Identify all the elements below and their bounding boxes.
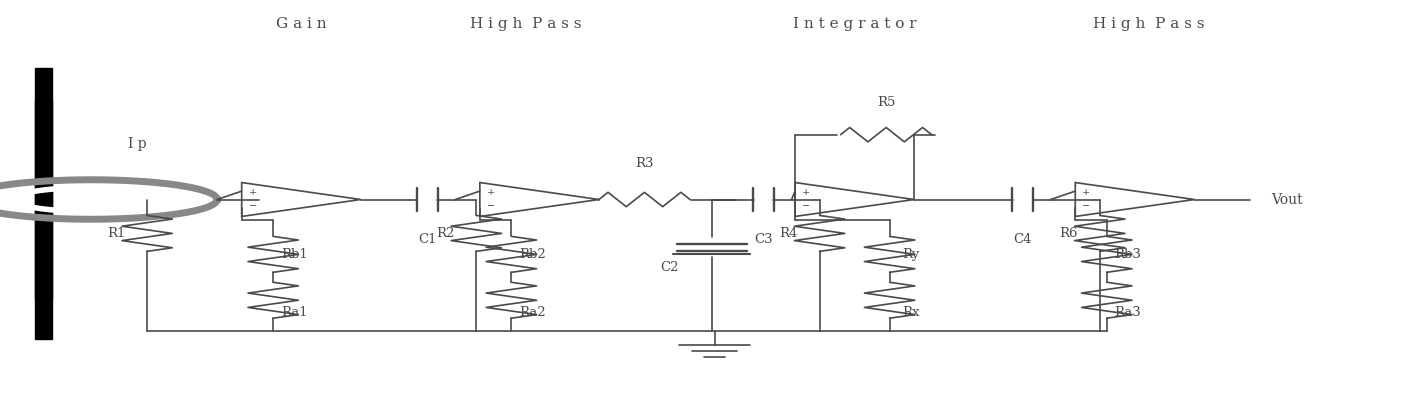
Text: R6: R6	[1059, 227, 1079, 240]
Text: R5: R5	[877, 96, 895, 109]
Text: C4: C4	[1013, 233, 1033, 246]
Text: +: +	[488, 188, 495, 197]
Text: C3: C3	[754, 233, 773, 246]
Text: Rb3: Rb3	[1114, 248, 1142, 261]
Text: −: −	[249, 202, 256, 211]
Text: I p: I p	[127, 136, 147, 151]
Bar	[35, 68, 52, 339]
Text: Rx: Rx	[902, 306, 919, 319]
Text: R2: R2	[436, 227, 455, 240]
Text: −: −	[1083, 202, 1090, 211]
Text: Rb1: Rb1	[280, 248, 308, 261]
Text: +: +	[249, 188, 256, 197]
Text: R4: R4	[779, 227, 799, 240]
Text: Ry: Ry	[902, 248, 919, 261]
Text: +: +	[803, 188, 810, 197]
Text: Ra1: Ra1	[280, 306, 308, 319]
Text: H i g h  P a s s: H i g h P a s s	[1093, 17, 1205, 31]
Text: C2: C2	[660, 261, 679, 274]
Text: +: +	[1083, 188, 1090, 197]
Text: R3: R3	[635, 157, 654, 170]
Text: R1: R1	[106, 227, 126, 240]
Text: H i g h  P a s s: H i g h P a s s	[469, 17, 581, 31]
Bar	[35, 100, 52, 299]
Text: Ra2: Ra2	[518, 306, 546, 319]
Text: −: −	[803, 202, 810, 211]
Text: Rb2: Rb2	[518, 248, 546, 261]
Text: −: −	[488, 202, 495, 211]
Text: I n t e g r a t o r: I n t e g r a t o r	[793, 17, 916, 31]
Text: Ra3: Ra3	[1114, 306, 1142, 319]
Text: G a i n: G a i n	[276, 17, 326, 31]
Text: C1: C1	[417, 233, 437, 246]
Text: Vout: Vout	[1272, 192, 1303, 207]
